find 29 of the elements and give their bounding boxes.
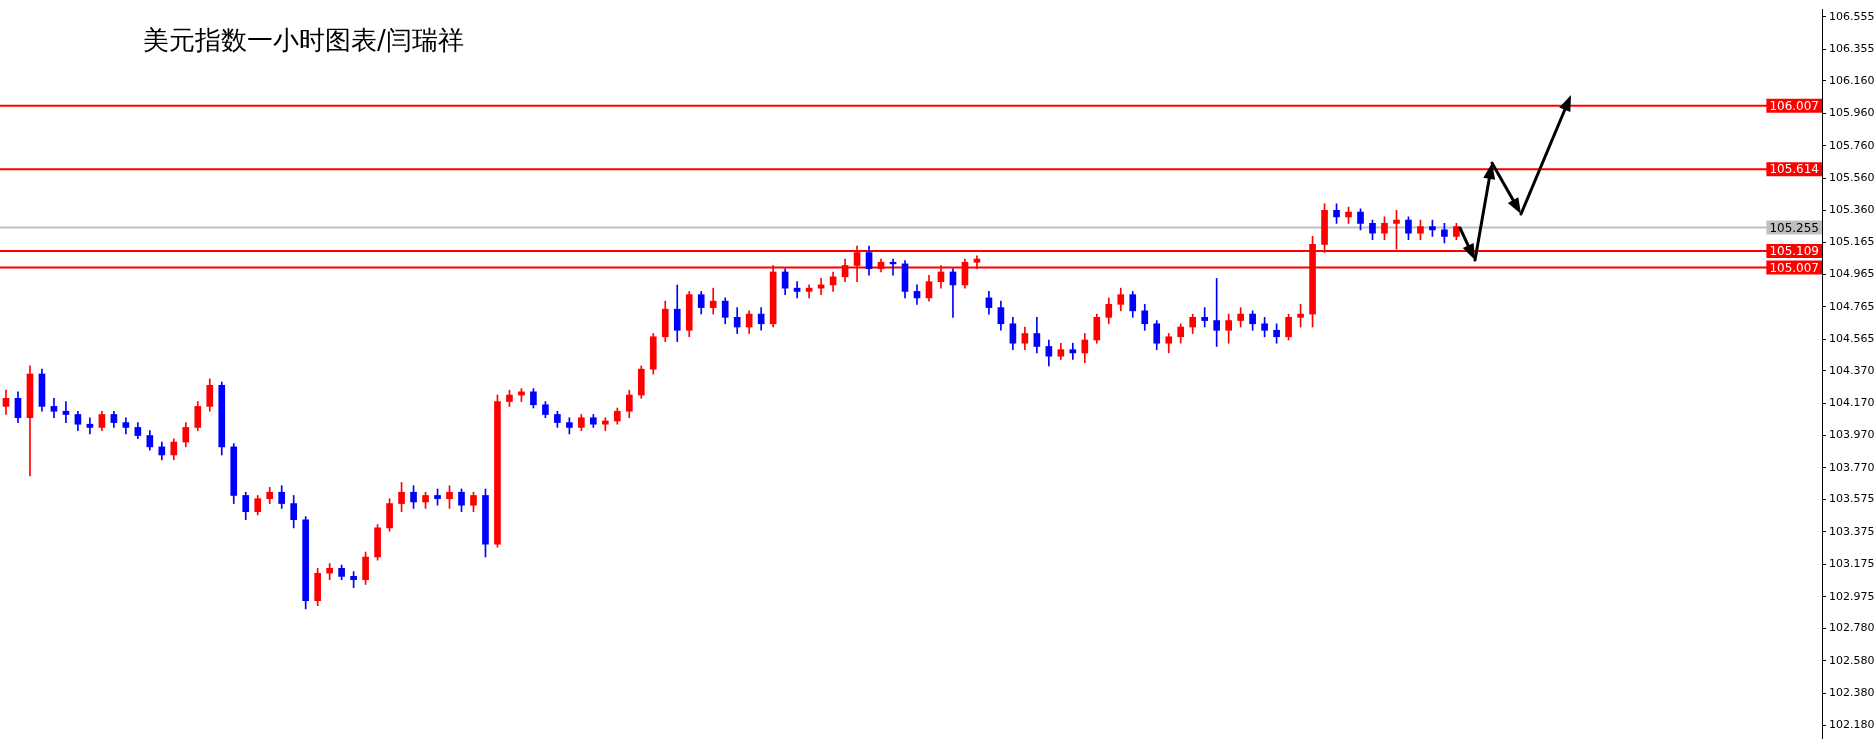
y-tick-label: 106.355	[1829, 42, 1875, 56]
y-tick-label: 105.760	[1829, 138, 1875, 152]
y-tick-label: 102.180	[1829, 718, 1875, 732]
y-tick-label: 103.175	[1829, 557, 1875, 571]
ref-line-label: 105.007	[1769, 260, 1819, 275]
ref-line-label: 105.109	[1769, 244, 1819, 259]
y-tick-label: 105.560	[1829, 170, 1875, 184]
y-tick-label: 104.965	[1829, 267, 1875, 281]
y-tick-label: 102.380	[1829, 685, 1875, 699]
y-tick-label: 103.970	[1829, 428, 1875, 442]
y-tick-label: 103.770	[1829, 460, 1875, 474]
y-tick-label: 106.160	[1829, 73, 1875, 87]
y-tick-label: 104.170	[1829, 396, 1875, 410]
ref-line-label: 105.255	[1769, 220, 1819, 235]
y-tick-label: 102.975	[1829, 589, 1875, 603]
y-tick-label: 106.555	[1829, 9, 1875, 23]
ref-line-label: 106.007	[1769, 98, 1819, 113]
y-tick-label: 103.575	[1829, 492, 1875, 506]
ref-line-label: 105.614	[1769, 162, 1819, 177]
y-tick-label: 102.580	[1829, 653, 1875, 667]
y-tick-label: 105.960	[1829, 106, 1875, 120]
text: 美元指数一小时图表/闫瑞祥	[143, 24, 464, 55]
y-tick-label: 102.780	[1829, 621, 1875, 635]
y-tick-label: 105.360	[1829, 203, 1875, 217]
y-tick-label: 105.165	[1829, 234, 1875, 248]
y-tick-label: 104.565	[1829, 332, 1875, 346]
y-tick-label: 104.370	[1829, 363, 1875, 377]
y-tick-label: 104.765	[1829, 299, 1875, 313]
y-tick-label: 103.375	[1829, 524, 1875, 538]
